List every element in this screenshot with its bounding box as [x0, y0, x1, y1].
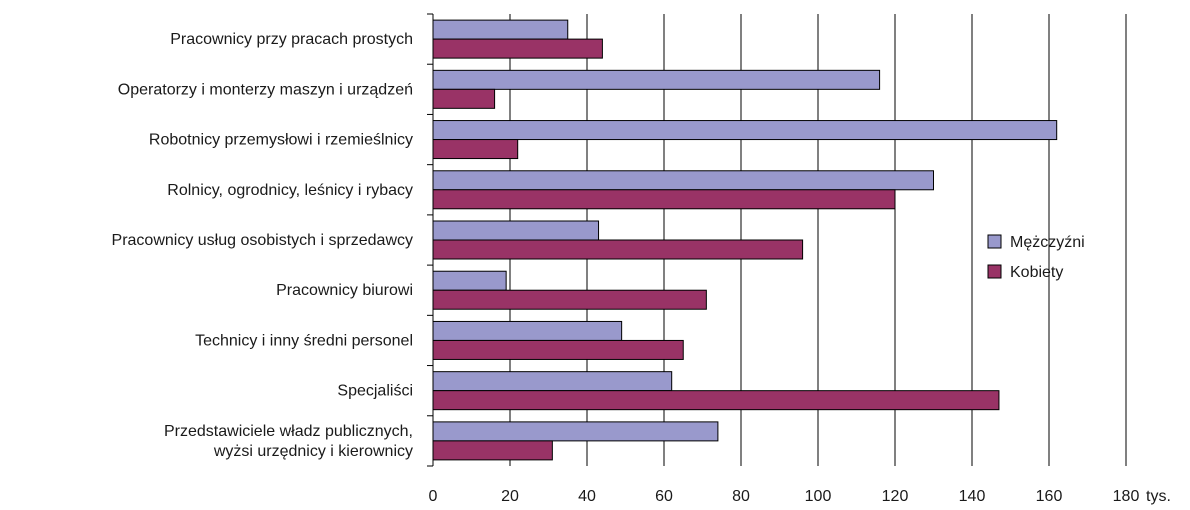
category-label: Technicy i inny średni personel [195, 332, 413, 349]
category-label: Pracownicy przy pracach prostych [170, 31, 413, 48]
bar-men [432, 120, 1058, 141]
bar-men [432, 220, 600, 241]
x-tick-label: 180 [1113, 488, 1140, 505]
x-tick-label: 160 [1036, 488, 1063, 505]
legend-swatch [987, 234, 1002, 249]
bar-women [432, 189, 896, 210]
category-label: Operatorzy i monterzy maszyn i urządzeń [118, 81, 413, 98]
x-tick-label: 40 [578, 488, 596, 505]
x-tick-label: 120 [882, 488, 909, 505]
bar-men [432, 421, 719, 442]
x-tick-labels: 0 20 40 60 80 100 120 140 160 180 tys. [429, 488, 1171, 505]
bars [432, 19, 1058, 461]
bar-women [432, 440, 553, 461]
legend-label: Kobiety [1010, 264, 1063, 281]
x-tick-label: 60 [655, 488, 673, 505]
bar-men [432, 69, 881, 90]
bar-women [432, 239, 804, 260]
bar-men [432, 270, 507, 291]
x-tick-label: 0 [429, 488, 438, 505]
bar-men [432, 170, 934, 191]
x-unit-label: tys. [1146, 488, 1171, 505]
bar-women [432, 88, 496, 109]
x-tick-label: 100 [805, 488, 832, 505]
category-label: Robotnicy przemysłowi i rzemieślnicy [149, 132, 413, 149]
category-label: Przedstawiciele władz publicznych, wyżsi … [164, 423, 413, 460]
category-labels: Pracownicy przy pracach prostych Operator… [112, 31, 413, 460]
bar-men [432, 19, 569, 40]
x-tick-label: 20 [501, 488, 519, 505]
legend: Mężczyźni Kobiety [987, 234, 1085, 281]
axes [427, 13, 434, 467]
bar-women [432, 390, 1000, 411]
bar-men [432, 371, 673, 392]
category-label: Pracownicy biurowi [276, 282, 413, 299]
category-label: Specjaliści [337, 383, 413, 400]
bar-women [432, 339, 684, 360]
x-tick-label: 80 [732, 488, 750, 505]
legend-label: Mężczyźni [1010, 234, 1085, 251]
category-label: Rolnicy, ogrodnicy, leśnicy i rybacy [167, 182, 413, 199]
bar-women [432, 289, 707, 310]
x-tick-label: 140 [959, 488, 986, 505]
legend-swatch [987, 264, 1002, 279]
bar-women [432, 38, 603, 59]
category-label: Pracownicy usług osobistych i sprzedawcy [112, 232, 413, 249]
bar-men [432, 320, 623, 341]
bar-women [432, 139, 519, 160]
